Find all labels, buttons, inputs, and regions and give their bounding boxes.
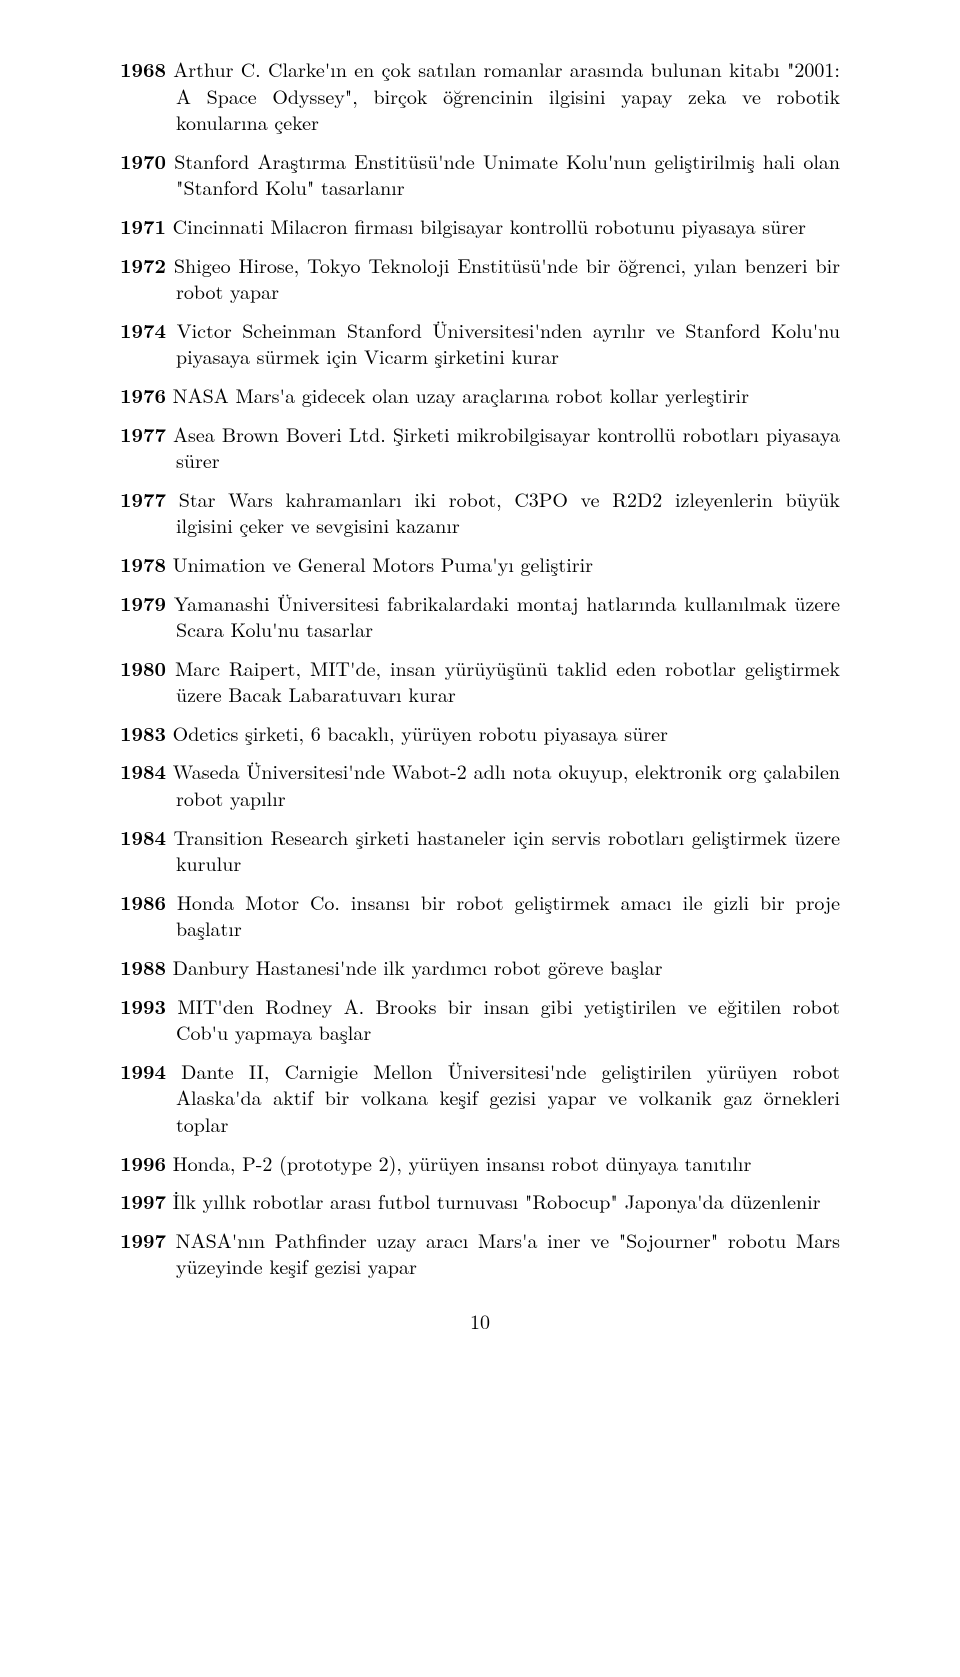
timeline-year: 1984: [120, 822, 166, 851]
timeline-year: 1971: [120, 211, 166, 240]
timeline-entry: 1968 Arthur C. Clarke'ın en çok satılan …: [120, 56, 840, 136]
timeline-entry: 1997 İlk yıllık robotlar arası futbol tu…: [120, 1188, 840, 1215]
timeline-text: Dante II, Carnigie Mellon Üniversitesi'n…: [176, 1056, 840, 1138]
timeline-entry: 1996 Honda, P-2 (prototype 2), yürüyen i…: [120, 1150, 840, 1177]
timeline-year: 1977: [120, 484, 166, 513]
timeline-year: 1976: [120, 380, 166, 409]
timeline-text: Victor Scheinman Stanford Üniversitesi'n…: [176, 315, 840, 371]
timeline-text: Honda, P-2 (prototype 2), yürüyen insans…: [173, 1148, 752, 1177]
timeline-text: Waseda Üniversitesi'nde Wabot-2 adlı not…: [173, 756, 840, 812]
timeline-entry: 1970 Stanford Araştırma Enstitüsü'nde Un…: [120, 148, 840, 201]
timeline-entry: 1980 Marc Raipert, MIT'de, insan yürüyüş…: [120, 655, 840, 708]
timeline-entry: 1984 Transition Research şirketi hastane…: [120, 824, 840, 877]
timeline-year: 1968: [120, 54, 166, 83]
timeline-text: Transition Research şirketi hastaneler i…: [174, 822, 841, 878]
timeline-year: 1984: [120, 756, 166, 785]
timeline-text: NASA Mars'a gidecek olan uzay araçlarına…: [173, 380, 749, 409]
timeline-text: Asea Brown Boveri Ltd. Şirketi mikrobilg…: [173, 419, 840, 475]
timeline-year: 1993: [120, 991, 166, 1020]
timeline-year: 1972: [120, 250, 166, 279]
timeline-text: Unimation ve General Motors Puma'yı geli…: [173, 549, 593, 578]
timeline-entry: 1994 Dante II, Carnigie Mellon Üniversit…: [120, 1058, 840, 1138]
timeline-entry: 1971 Cincinnati Milacron firması bilgisa…: [120, 213, 840, 240]
timeline-entry: 1997 NASA'nın Pathfinder uzay aracı Mars…: [120, 1227, 840, 1280]
timeline-text: Yamanashi Üniversitesi fabrikalardaki mo…: [174, 588, 840, 644]
timeline-entry: 1974 Victor Scheinman Stanford Üniversit…: [120, 317, 840, 370]
timeline-year: 1978: [120, 549, 166, 578]
timeline-year: 1980: [120, 653, 166, 682]
timeline-year: 1988: [120, 952, 166, 981]
timeline-year: 1997: [120, 1225, 166, 1254]
timeline-text: Danbury Hastanesi'nde ilk yardımcı robot…: [173, 952, 663, 981]
page-number: 10: [120, 1308, 840, 1335]
timeline-year: 1994: [120, 1056, 166, 1085]
timeline-year: 1996: [120, 1148, 166, 1177]
timeline-text: Odetics şirketi, 6 bacaklı, yürüyen robo…: [173, 718, 668, 747]
timeline-entry: 1979 Yamanashi Üniversitesi fabrikalarda…: [120, 590, 840, 643]
timeline-entry: 1986 Honda Motor Co. insansı bir robot g…: [120, 889, 840, 942]
document-page: 1968 Arthur C. Clarke'ın en çok satılan …: [0, 0, 960, 1677]
timeline-text: MIT'den Rodney A. Brooks bir insan gibi …: [176, 991, 840, 1047]
timeline-entry: 1993 MIT'den Rodney A. Brooks bir insan …: [120, 993, 840, 1046]
timeline-entry: 1983 Odetics şirketi, 6 bacaklı, yürüyen…: [120, 720, 840, 747]
timeline-year: 1979: [120, 588, 166, 617]
timeline-entry: 1972 Shigeo Hirose, Tokyo Teknoloji Enst…: [120, 252, 840, 305]
timeline-year: 1974: [120, 315, 166, 344]
timeline-list: 1968 Arthur C. Clarke'ın en çok satılan …: [120, 56, 840, 1280]
timeline-text: Stanford Araştırma Enstitüsü'nde Unimate…: [174, 146, 840, 202]
timeline-text: Star Wars kahramanları iki robot, C3PO v…: [176, 484, 840, 540]
timeline-entry: 1984 Waseda Üniversitesi'nde Wabot-2 adl…: [120, 758, 840, 811]
timeline-year: 1983: [120, 718, 166, 747]
timeline-text: NASA'nın Pathfinder uzay aracı Mars'a in…: [176, 1225, 840, 1281]
timeline-entry: 1977 Star Wars kahramanları iki robot, C…: [120, 486, 840, 539]
timeline-text: Shigeo Hirose, Tokyo Teknoloji Enstitüsü…: [174, 250, 840, 306]
timeline-text: Honda Motor Co. insansı bir robot gelişt…: [176, 887, 840, 943]
timeline-text: Marc Raipert, MIT'de, insan yürüyüşünü t…: [175, 653, 840, 709]
timeline-entry: 1978 Unimation ve General Motors Puma'yı…: [120, 551, 840, 578]
timeline-year: 1970: [120, 146, 166, 175]
timeline-entry: 1988 Danbury Hastanesi'nde ilk yardımcı …: [120, 954, 840, 981]
timeline-entry: 1977 Asea Brown Boveri Ltd. Şirketi mikr…: [120, 421, 840, 474]
timeline-text: Arthur C. Clarke'ın en çok satılan roman…: [173, 54, 840, 136]
timeline-year: 1986: [120, 887, 166, 916]
timeline-text: İlk yıllık robotlar arası futbol turnuva…: [173, 1186, 821, 1215]
timeline-year: 1997: [120, 1186, 166, 1215]
timeline-entry: 1976 NASA Mars'a gidecek olan uzay araçl…: [120, 382, 840, 409]
timeline-year: 1977: [120, 419, 166, 448]
timeline-text: Cincinnati Milacron firması bilgisayar k…: [173, 211, 806, 240]
